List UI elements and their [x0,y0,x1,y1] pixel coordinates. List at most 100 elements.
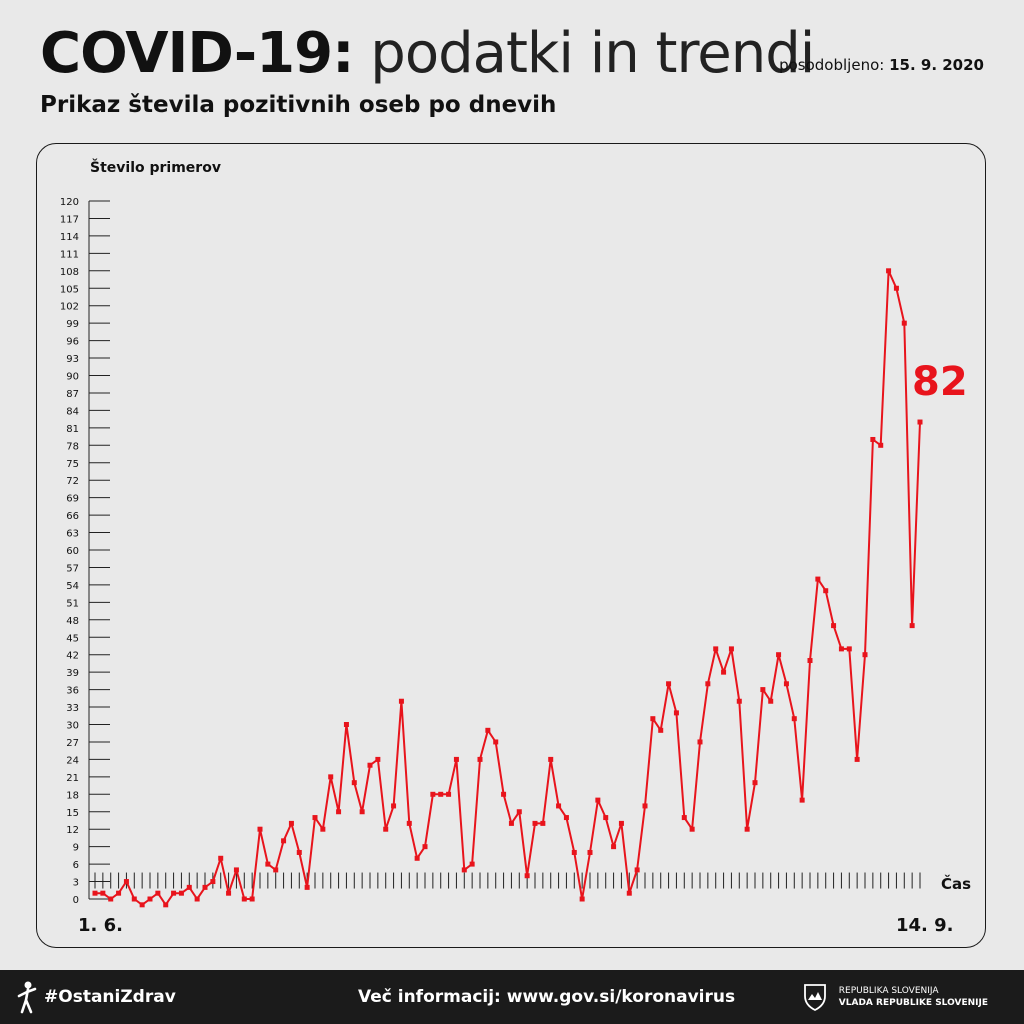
data-point [681,815,687,821]
title-bold: COVID-19: [40,21,354,86]
data-point [288,820,294,826]
data-point [713,646,719,652]
y-tick-label: 111 [60,249,79,260]
data-point [249,896,255,902]
data-point [618,820,624,826]
data-point [469,861,475,867]
data-point [870,436,876,442]
data-point [446,791,452,797]
y-tick-label: 48 [66,616,79,627]
y-tick-label: 15 [66,808,79,819]
data-point [398,698,404,704]
y-tick-label: 90 [66,372,79,383]
data-point [391,803,397,809]
data-point [422,844,428,850]
data-point [705,681,711,687]
data-point [776,652,782,658]
y-tick-label: 45 [66,633,79,644]
data-point [320,826,326,832]
y-tick-label: 51 [66,598,79,609]
data-point [540,820,546,826]
y-tick-label: 66 [66,511,79,522]
data-point [642,803,648,809]
data-point [485,727,491,733]
line-chart: 0369121518212427303336394245485154576063… [60,158,971,936]
data-point [171,890,177,896]
y-tick-label: 63 [66,529,79,540]
data-point [131,896,137,902]
y-tick-label: 36 [66,686,79,697]
y-tick-label: 99 [66,319,79,330]
data-point [438,791,444,797]
data-point [556,803,562,809]
data-point [273,867,279,873]
data-point [878,442,884,448]
y-tick-label: 102 [60,302,79,313]
y-tick-label: 27 [66,738,79,749]
y-tick-label: 72 [66,476,79,487]
data-point [123,879,129,885]
data-point [595,797,601,803]
y-tick-label: 18 [66,790,79,801]
data-point [375,756,381,762]
coat-of-arms-icon [803,984,826,1011]
data-point [108,896,114,902]
data-point [359,809,365,815]
y-tick-label: 21 [66,773,79,784]
data-point [328,774,334,780]
y-tick-label: 120 [60,197,79,208]
data-point [626,890,632,896]
data-point [548,756,554,762]
data-point [453,756,459,762]
data-point [233,867,239,873]
data-point [147,896,153,902]
data-point [893,285,899,291]
x-end-label: 14. 9. [896,915,954,936]
data-point [909,623,915,629]
data-point [689,826,695,832]
y-tick-label: 6 [73,860,79,871]
data-point [760,687,766,693]
y-tick-label: 39 [66,668,79,679]
info-link[interactable]: Več informacij: www.gov.si/koronavirus [358,987,736,1007]
data-point [477,756,483,762]
data-point [783,681,789,687]
y-tick-label: 33 [66,703,79,714]
data-point [831,623,837,629]
data-point [673,710,679,716]
y-tick-label: 30 [66,721,79,732]
updated-date: 15. 9. 2020 [889,56,984,74]
data-point [296,849,302,855]
data-point [155,890,161,896]
data-point [312,815,318,821]
y-tick-label: 3 [73,878,79,889]
data-point [336,809,342,815]
y-tick-label: 93 [66,354,79,365]
data-point [501,791,507,797]
title-light: podatki in trendi [370,21,815,86]
y-tick-label: 54 [66,581,79,592]
data-point [351,780,357,786]
data-point [163,902,169,908]
data-point [736,698,742,704]
chart-panel [36,143,986,948]
data-point [571,849,577,855]
data-point [100,890,106,896]
data-point [658,727,664,733]
data-point [343,722,349,727]
data-point [650,716,656,722]
series-layer [92,268,923,908]
data-point [186,884,192,890]
y-tick-label: 78 [66,441,79,452]
data-point [634,867,640,873]
data-point [901,320,907,326]
y-tick-label: 42 [66,651,79,662]
y-tick-label: 57 [66,563,79,574]
y-tick-label: 117 [60,214,79,225]
data-point [807,658,813,664]
data-point [210,879,216,885]
data-point [414,855,420,861]
y-tick-label: 69 [66,494,79,505]
hashtag[interactable]: #OstaniZdrav [44,987,176,1007]
y-tick-label: 81 [66,424,79,435]
